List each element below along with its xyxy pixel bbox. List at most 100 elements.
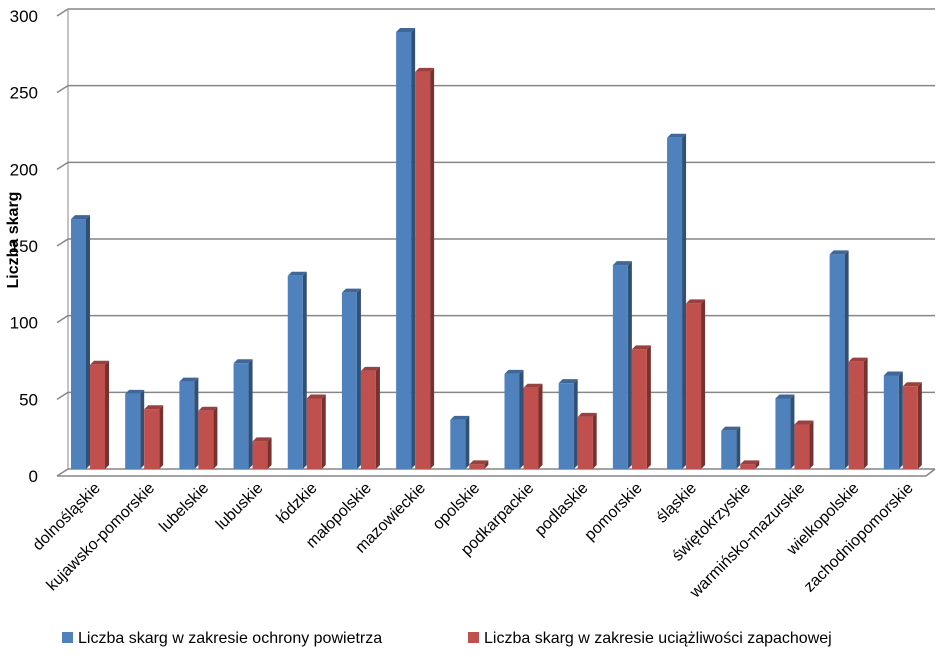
y-tick-labels: 0 50 100 150 200 250 300	[10, 7, 38, 486]
bar-top	[450, 415, 470, 420]
y-tick-label: 50	[19, 390, 38, 409]
bar-uciazliwosc-zapachowa	[631, 345, 651, 469]
bar-ochrona-powietrza	[450, 415, 470, 469]
bar-top	[504, 369, 524, 374]
bar-top	[902, 382, 922, 387]
bar-front	[721, 430, 737, 469]
gridlines	[56, 8, 935, 477]
bar-front	[667, 137, 683, 470]
bar-front	[740, 464, 756, 469]
bar-uciazliwosc-zapachowa	[523, 383, 543, 469]
gridline-depth	[56, 315, 69, 324]
bar-uciazliwosc-zapachowa	[740, 460, 760, 469]
legend-swatch	[468, 632, 479, 643]
bar-uciazliwosc-zapachowa	[848, 357, 868, 469]
legend-label: Liczba skarg w zakresie uciążliwości zap…	[484, 630, 832, 647]
bar-side	[411, 28, 416, 469]
bar-top	[179, 377, 199, 382]
legend-item: Liczba skarg w zakresie uciążliwości zap…	[468, 630, 832, 647]
bar-front	[198, 410, 214, 469]
bar-uciazliwosc-zapachowa	[577, 412, 597, 469]
bar-front	[631, 349, 647, 469]
bar-side	[627, 261, 632, 469]
legend-label: Liczba skarg w zakresie ochrony powietrz…	[78, 630, 382, 647]
bar-side	[755, 460, 760, 469]
bar-front	[450, 419, 466, 469]
bar-top	[740, 460, 760, 465]
bar-top	[523, 383, 543, 388]
bar-ochrona-powietrza	[504, 369, 524, 469]
bar-side	[194, 377, 199, 469]
bar-front	[883, 375, 899, 469]
floor-edge	[925, 468, 936, 477]
bar-top	[577, 412, 597, 417]
bar-side	[736, 426, 741, 469]
bar-uciazliwosc-zapachowa	[198, 406, 218, 469]
y-tick-label: 0	[29, 467, 38, 486]
gridline-depth	[56, 238, 69, 247]
bar-front	[341, 292, 357, 469]
bar-side	[105, 360, 109, 469]
bar-front	[415, 71, 431, 469]
bar-ochrona-powietrza	[396, 28, 416, 469]
bar-top	[794, 420, 814, 425]
bar-top	[631, 345, 651, 350]
bar-top	[883, 371, 903, 376]
bar-side	[682, 133, 687, 470]
bar-side	[267, 437, 272, 469]
bar-side	[863, 357, 868, 469]
x-tick-label: pomorskie	[582, 480, 646, 544]
bar-front	[233, 363, 249, 469]
bar-ochrona-powietrza	[341, 288, 361, 469]
bar-side	[302, 271, 307, 469]
y-tick-label: 300	[10, 7, 38, 26]
gridline-depth	[56, 161, 69, 170]
bar-side	[321, 394, 326, 469]
bar-side	[519, 369, 524, 469]
x-tick-label: kujawsko-pomorskie	[44, 480, 159, 595]
legend: Liczba skarg w zakresie ochrony powietrz…	[62, 630, 832, 647]
y-tick-label: 200	[10, 160, 38, 179]
bar-ochrona-powietrza	[883, 371, 903, 469]
bar-ochrona-powietrza	[775, 394, 795, 469]
bar-ochrona-powietrza	[558, 379, 578, 469]
x-tick-label: opolskie	[430, 480, 484, 534]
bar-ochrona-powietrza	[287, 271, 307, 469]
y-axis-label: Liczba skarg	[5, 192, 22, 289]
bar-front	[90, 364, 105, 469]
bar-top	[306, 394, 326, 399]
bar-side	[213, 406, 218, 469]
bar-front	[125, 393, 141, 469]
bar-side	[248, 359, 253, 469]
x-tick-label: śląskie	[653, 480, 700, 527]
bar-uciazliwosc-zapachowa	[415, 67, 435, 469]
bar-top	[252, 437, 272, 442]
bar-top	[125, 389, 145, 394]
bar-ochrona-powietrza	[721, 426, 741, 469]
bar-top	[198, 406, 218, 411]
bar-uciazliwosc-zapachowa	[360, 366, 380, 469]
y-tick-label: 150	[10, 237, 38, 256]
bar-top	[667, 133, 687, 138]
bar-uciazliwosc-zapachowa	[306, 394, 326, 469]
bar-front	[504, 373, 520, 469]
bar-front	[612, 265, 628, 469]
bar-uciazliwosc-zapachowa	[469, 460, 489, 469]
bar-front	[577, 416, 593, 469]
bar-top	[415, 67, 435, 72]
bar-side	[790, 394, 795, 469]
bar-uciazliwosc-zapachowa	[252, 437, 272, 469]
gridline-depth	[56, 8, 69, 17]
y-tick-label: 250	[10, 84, 38, 103]
bar-top	[469, 460, 489, 465]
bar-top	[396, 28, 416, 32]
bar-side	[646, 345, 651, 469]
bar-top	[90, 360, 109, 365]
bar-side	[375, 366, 380, 469]
bar-front	[179, 381, 195, 469]
bar-side	[538, 383, 543, 469]
bar-top	[233, 359, 253, 364]
bars	[71, 28, 922, 470]
